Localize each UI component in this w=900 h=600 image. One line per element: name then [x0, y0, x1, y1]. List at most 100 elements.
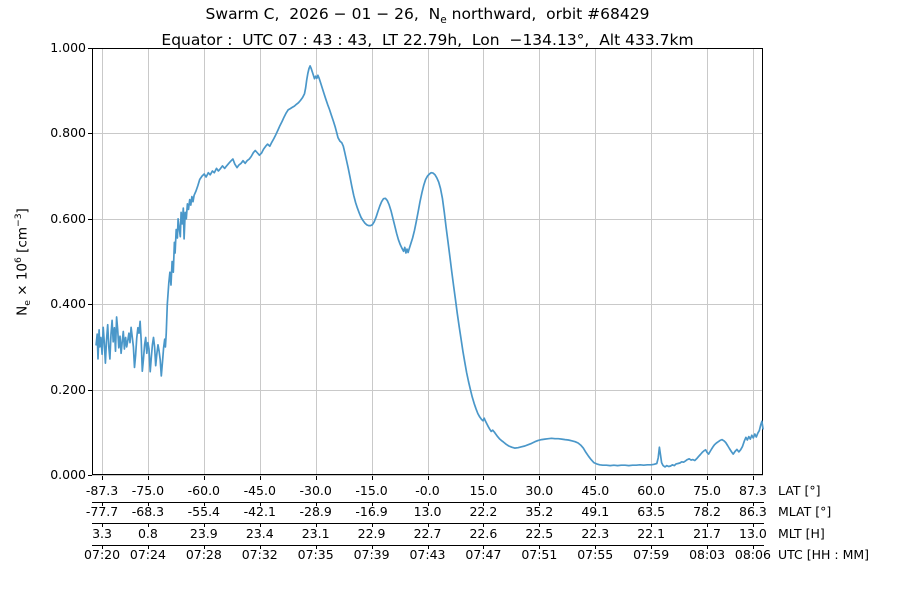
x-tick-label-row3: 22.1 [637, 526, 666, 541]
y-tick-label: 0.600 [50, 210, 86, 226]
x-tick-mark [102, 476, 103, 480]
x-tick-label-row3: 21.7 [693, 526, 721, 541]
axis-separator-tick [753, 524, 754, 527]
grid-lines [92, 48, 763, 476]
x-tick-label-row2: 78.2 [693, 504, 721, 519]
x-tick-label-row1: 45.0 [581, 483, 610, 498]
x-tick-label-row2: 13.0 [413, 504, 442, 519]
x-tick-label-row2: 35.2 [525, 504, 554, 519]
x-tick-mark [260, 476, 261, 480]
x-tick-label-row1: -75.0 [131, 483, 165, 498]
axis-separator-tick [651, 524, 652, 527]
axis-separator-tick [102, 524, 103, 527]
x-tick-label-row3: 13.0 [739, 526, 767, 541]
title-prefix: Swarm C, 2026 − 01 − 26, N [205, 5, 441, 23]
x-tick-label-row3: 23.1 [301, 526, 330, 541]
axis-separator-tick [316, 524, 317, 527]
axis-separator-tick [707, 546, 708, 549]
x-tick-label-row2: -16.9 [355, 504, 388, 519]
y-tick-mark [88, 48, 92, 49]
x-tick-label-row3: 22.7 [413, 526, 442, 541]
axis-separator-tick [260, 546, 261, 549]
x-tick-mark [204, 476, 205, 480]
title-suffix: northward, orbit #68429 [446, 5, 650, 23]
x-tick-label-row1: -0.0 [415, 483, 440, 498]
axis-separator-tick [260, 524, 261, 527]
axis-row-caption: MLAT [°] [778, 504, 832, 519]
axis-separator-line [92, 523, 764, 524]
axis-separator-tick [651, 503, 652, 506]
y-axis-label: Ne × 106 [cm−3] [13, 208, 33, 316]
x-tick-label-row2: -68.3 [131, 504, 165, 519]
x-tick-mark [707, 476, 708, 480]
chart-title: Swarm C, 2026 − 01 − 26, Ne northward, o… [92, 4, 763, 30]
ylabel-exp: 6 [12, 257, 24, 263]
x-tick-label-row1: 30.0 [525, 483, 554, 498]
x-tick-label-row4: 07:24 [129, 547, 166, 562]
x-tick-mark [148, 476, 149, 480]
x-tick-label-row4: 07:47 [465, 547, 502, 562]
axis-separator-tick [372, 524, 373, 527]
axis-separator-tick [316, 503, 317, 506]
x-tick-label-row3: 22.3 [581, 526, 610, 541]
axis-separator-tick [204, 546, 205, 549]
axis-separator-tick [483, 546, 484, 549]
axis-separator-tick [102, 503, 103, 506]
axis-separator-tick [539, 546, 540, 549]
axis-separator-tick [483, 524, 484, 527]
x-tick-label-row1: 87.3 [739, 483, 767, 498]
x-tick-label-row1: 15.0 [469, 483, 498, 498]
axis-row-caption: LAT [°] [778, 483, 821, 498]
ylabel-exp2: −3 [12, 213, 24, 227]
x-tick-label-row4: 07:43 [409, 547, 446, 562]
axis-separator-tick [539, 503, 540, 506]
y-tick-mark [88, 133, 92, 134]
x-tick-label-row4: 07:35 [297, 547, 334, 562]
y-tick-label: 1.000 [50, 40, 86, 55]
axis-separator-tick [595, 546, 596, 549]
axis-separator-tick [428, 503, 429, 506]
axis-separator-tick [595, 524, 596, 527]
y-tick-label: 0.000 [50, 467, 86, 482]
axis-separator-tick [707, 524, 708, 527]
x-tick-mark [372, 476, 373, 480]
x-tick-label-row4: 07:51 [521, 547, 558, 562]
y-tick-mark [88, 390, 92, 391]
x-tick-label-row4: 07:20 [84, 547, 121, 562]
title-subscript: e [440, 14, 447, 27]
x-tick-label-row2: 49.1 [581, 504, 610, 519]
x-tick-label-row2: -55.4 [187, 504, 220, 519]
y-tick-mark [88, 475, 92, 476]
x-tick-label-row2: 22.2 [469, 504, 498, 519]
axis-separator-tick [260, 503, 261, 506]
axis-separator-tick [595, 503, 596, 506]
x-tick-label-row2: -28.9 [299, 504, 332, 519]
axis-separator-tick [428, 524, 429, 527]
title-block: Swarm C, 2026 − 01 − 26, Ne northward, o… [92, 4, 763, 50]
x-tick-label-row3: 23.9 [189, 526, 218, 541]
x-tick-label-row1: -15.0 [355, 483, 388, 498]
axis-separator-line [92, 545, 764, 546]
y-tick-mark [88, 304, 92, 305]
ne-data-line [95, 65, 764, 468]
x-tick-label-row1: 75.0 [693, 483, 721, 498]
axis-separator-tick [651, 546, 652, 549]
x-tick-label-row2: 86.3 [739, 504, 767, 519]
x-tick-label-row4: 07:28 [185, 547, 222, 562]
x-tick-mark [651, 476, 652, 480]
axis-row-caption: MLT [H] [778, 526, 825, 541]
x-tick-label-row3: 23.4 [245, 526, 274, 541]
x-tick-label-row1: -30.0 [299, 483, 332, 498]
x-tick-mark [539, 476, 540, 480]
ylabel-n: N [14, 305, 31, 316]
axis-separator-tick [372, 546, 373, 549]
plot-area [92, 48, 764, 476]
axis-separator-tick [483, 503, 484, 506]
x-tick-label-row2: -77.7 [85, 504, 119, 519]
x-tick-label-row4: 07:39 [353, 547, 390, 562]
chart-subtitle: Equator : UTC 07 : 43 : 43, LT 22.79h, L… [161, 31, 694, 50]
axis-separator-tick [316, 546, 317, 549]
x-tick-mark [595, 476, 596, 480]
ylabel-close: ] [14, 208, 31, 214]
